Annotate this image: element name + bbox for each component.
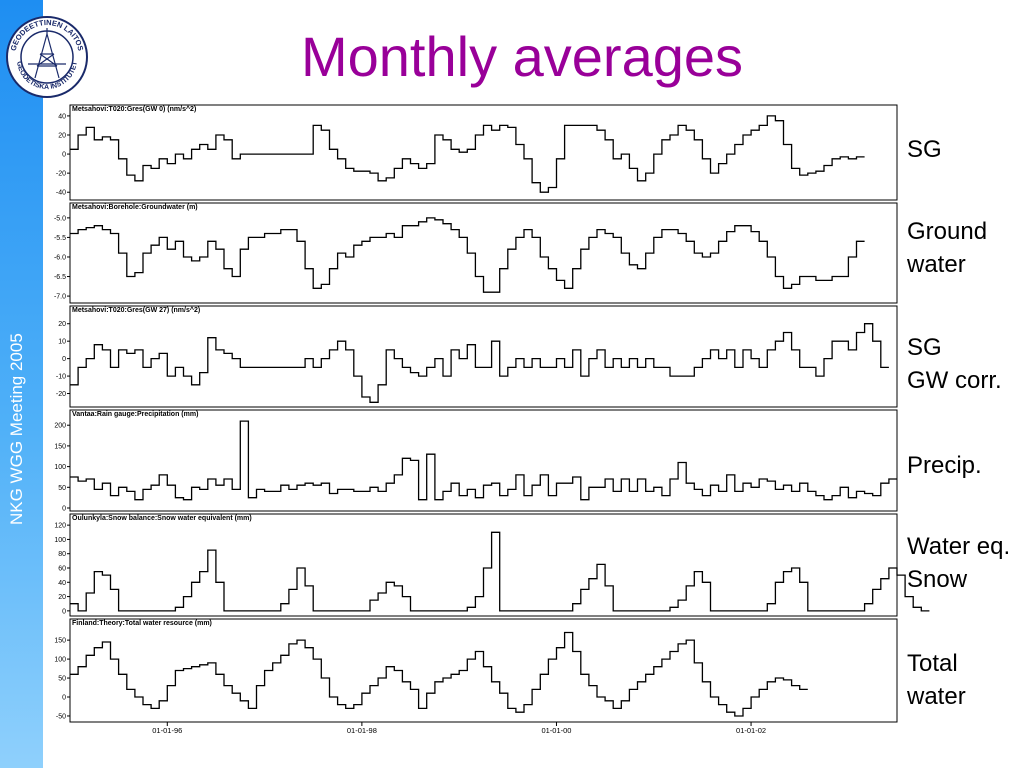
y-tick-label: 120 — [54, 523, 66, 530]
x-tick-label: 01-01-02 — [736, 726, 766, 735]
y-tick-label: 0 — [62, 695, 66, 702]
y-tick-label: -5.5 — [54, 235, 66, 242]
y-tick-label: 0 — [62, 152, 66, 159]
y-tick-label: 40 — [58, 580, 66, 587]
x-tick-label: 01-01-98 — [347, 726, 377, 735]
y-tick-label: -6.5 — [54, 274, 66, 281]
y-tick-label: 100 — [54, 464, 66, 471]
institute-logo-icon: GEODEETTINEN LAITOS GEODETISKA INSTITUTE… — [6, 16, 88, 98]
y-tick-label: 100 — [54, 537, 66, 544]
series-line — [70, 420, 897, 501]
sidebar-band — [0, 0, 43, 768]
y-tick-label: 20 — [58, 594, 66, 601]
chart-frame — [69, 305, 898, 408]
series-line — [70, 531, 930, 612]
y-tick-label: 50 — [58, 676, 66, 683]
y-tick-label: 80 — [58, 551, 66, 558]
y-tick-label: -50 — [56, 713, 66, 720]
y-tick-label: 10 — [58, 339, 66, 346]
series-line — [70, 323, 889, 403]
chart-title: Metsahovi:Borehole:Groundwater (m) — [72, 204, 198, 211]
chart-title: Finland:Theory:Total water resource (mm) — [72, 620, 212, 627]
y-tick-label: 200 — [54, 423, 66, 430]
y-tick-label: -5.0 — [54, 215, 66, 222]
chart-frame — [69, 202, 898, 304]
y-tick-label: -20 — [56, 171, 66, 178]
label-sg: SG — [907, 136, 942, 163]
y-tick-label: 100 — [54, 657, 66, 664]
y-tick-label: 50 — [58, 485, 66, 492]
label-total-water: Total water — [907, 650, 966, 710]
label-sg-gw-corr: SG GW corr. — [907, 334, 1002, 394]
y-tick-label: -6.0 — [54, 254, 66, 261]
series-line — [70, 631, 808, 717]
y-tick-label: -20 — [56, 391, 66, 398]
y-tick-label: 0 — [62, 356, 66, 363]
y-tick-label: -7.0 — [54, 294, 66, 301]
chart-frame — [69, 513, 898, 617]
y-tick-label: 40 — [58, 113, 66, 120]
slide-title: Monthly averages — [300, 25, 743, 88]
x-tick-label: 01-01-00 — [541, 726, 571, 735]
y-tick-label: 0 — [62, 608, 66, 615]
chart-frame — [69, 618, 898, 723]
chart-frame — [69, 104, 898, 201]
label-snow-water-eq: Water eq. Snow — [907, 533, 1011, 593]
series-line — [70, 217, 865, 293]
chart-title: Vantaa:Rain gauge:Precipitation (mm) — [72, 411, 198, 418]
label-ground-water: Ground water — [907, 218, 988, 278]
series-line — [70, 115, 865, 193]
y-tick-label: 20 — [58, 132, 66, 139]
y-tick-label: -40 — [56, 190, 66, 197]
x-tick-label: 01-01-96 — [152, 726, 182, 735]
y-tick-label: 150 — [54, 638, 66, 645]
label-precip: Precip. — [907, 452, 982, 479]
chart-title: Oulunkyla:Snow balance:Snow water equiva… — [72, 515, 252, 522]
y-tick-label: 20 — [58, 321, 66, 328]
y-tick-label: -10 — [56, 374, 66, 381]
chart-frame — [69, 409, 898, 512]
chart-title: Metsahovi:T020:Gres(GW 0) (nm/s^2) — [72, 105, 196, 113]
y-tick-label: 150 — [54, 443, 66, 450]
y-tick-label: 0 — [62, 506, 66, 513]
y-tick-label: 60 — [58, 566, 66, 573]
chart-title: Metsahovi:T020:Gres(GW 27) (nm/s^2) — [72, 306, 200, 314]
